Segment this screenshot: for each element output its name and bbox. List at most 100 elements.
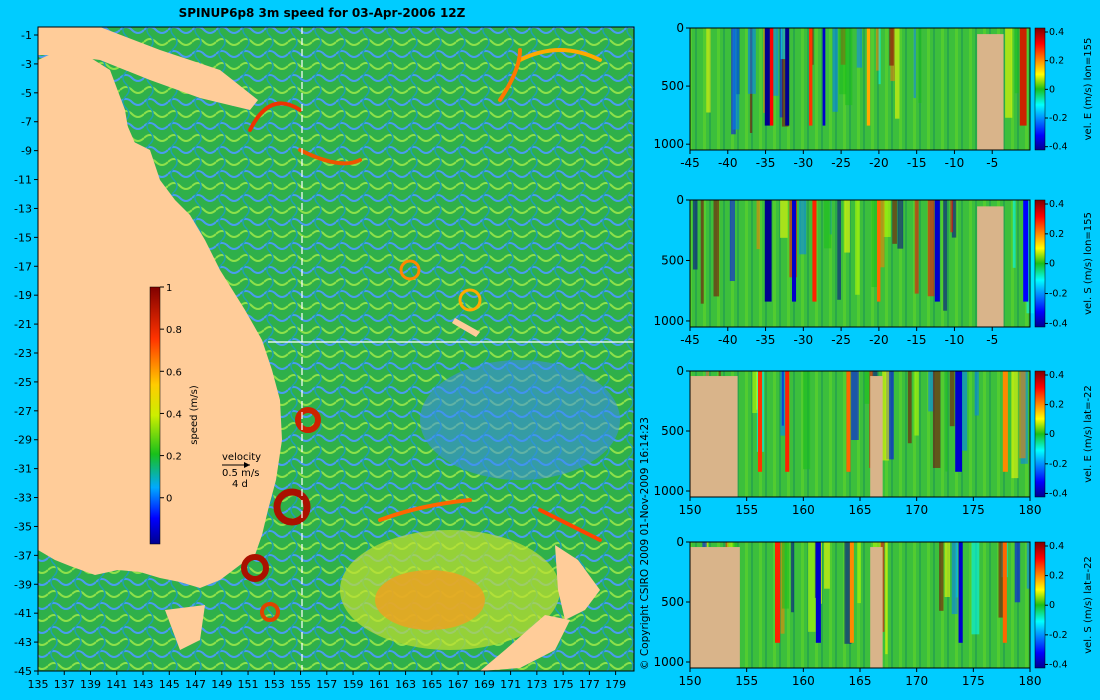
section-title: vel. E (m/s) lon=155 <box>1083 38 1094 141</box>
map-x-tick-label: 149 <box>211 678 232 691</box>
map-x-tick-label: 179 <box>605 678 626 691</box>
section-y-tick-label: 1000 <box>653 484 684 498</box>
speed-colorbar-ticks: 1 0.8 0.6 0.4 0.2 0 <box>160 283 182 505</box>
speed-colorbar-tick-label: 0.6 <box>166 367 182 378</box>
map-x-tick-label: 161 <box>369 678 390 691</box>
velocity-core <box>958 542 963 643</box>
map-x-tick-label: 137 <box>54 678 75 691</box>
velocity-streak <box>943 200 948 311</box>
speed-colorbar-tick-label: 0.8 <box>166 325 182 336</box>
velocity-core <box>792 200 797 302</box>
map-x-tick-label: 171 <box>500 678 521 691</box>
section-colorbar <box>1034 27 1046 151</box>
velocity-streak <box>844 542 852 644</box>
section-x-tick-label: -15 <box>907 333 927 347</box>
map-fast-region <box>375 570 485 630</box>
speed-colorbar-label: speed (m/s) <box>189 385 200 445</box>
velocity-core <box>846 371 851 472</box>
velocity-streak <box>897 200 904 249</box>
eddy-ring <box>399 259 421 281</box>
section-colorbar <box>1034 370 1046 498</box>
speed-colorbar-tick-label: 0.2 <box>166 452 182 463</box>
current-jets <box>248 48 602 542</box>
velocity-core <box>764 200 772 302</box>
map-x-tick-label: 141 <box>106 678 127 691</box>
map-y-tick-label: -17 <box>14 260 32 273</box>
map-x-tick-label: 151 <box>238 678 259 691</box>
map-frame <box>37 26 635 672</box>
section-frame <box>689 199 1031 328</box>
section-y-tick-label: 500 <box>661 253 684 267</box>
velocity-core <box>775 542 781 643</box>
section-colorbar <box>1034 541 1046 669</box>
section-panel: -45 -40 -35 -30 -25 -20 -15 -10 -5 0 500 1000 0.4 0.2… <box>653 21 1094 170</box>
section-y-tick-label: 0 <box>676 364 684 378</box>
velocity-streak <box>824 542 830 589</box>
map-y-tick-label: -31 <box>14 463 32 476</box>
section-x-tick-label: -45 <box>680 156 700 170</box>
velocity-streak <box>856 28 863 68</box>
section-colorbar-tick-label: -0.2 <box>1049 459 1068 470</box>
velocity-core <box>877 200 881 302</box>
map-x-tick-label: 173 <box>526 678 547 691</box>
speed-map: 135 137 139 141 143 145 147 149 151 153 155 157 159 1… <box>14 26 635 691</box>
velocity-core <box>785 371 790 472</box>
new-guinea <box>38 27 258 110</box>
velocity-streak <box>781 542 790 609</box>
velocity-streak <box>864 371 870 404</box>
velocity-streak <box>871 200 879 288</box>
velocity-streak <box>879 200 885 268</box>
eddy-rings <box>241 259 482 622</box>
map-y-tick-label: -45 <box>14 665 32 678</box>
velocity-streak <box>878 28 881 85</box>
map-y-tick-label: -7 <box>21 116 32 129</box>
map-x-tick-label: 135 <box>28 678 49 691</box>
current-jet <box>518 48 602 62</box>
section-colorbar-tick-label: 0.2 <box>1049 571 1064 582</box>
section-colorbar-tick-label: -0.4 <box>1049 318 1068 329</box>
map-y-tick-label: -11 <box>14 174 32 187</box>
velocity-core <box>815 542 821 643</box>
section-panel: 150 155 160 165 170 175 180 0 500 1000 0.4 0.2 0 -0.2… <box>653 535 1094 688</box>
map-y-tick-label: -1 <box>21 29 32 42</box>
velocity-streak <box>824 200 832 249</box>
velocity-streak <box>780 28 789 60</box>
section-x-tick-label: -40 <box>718 333 738 347</box>
map-y-tick-label: -19 <box>14 289 32 302</box>
velocity-streak <box>807 542 816 632</box>
section-x-tick-label: -10 <box>945 156 965 170</box>
velocity-streak <box>729 200 735 281</box>
section-colorbar-tick-label: 0.2 <box>1049 56 1064 67</box>
cape-york <box>122 120 140 195</box>
map-y-tick-label: -29 <box>14 434 32 447</box>
velocity-core <box>849 542 854 643</box>
velocity-streak <box>883 200 891 237</box>
map-y-tick-label: -15 <box>14 231 32 244</box>
velocity-streak <box>945 371 948 472</box>
seafloor-land <box>977 34 1004 150</box>
section-y-tick-label: 500 <box>661 79 684 93</box>
new-zealand-north <box>555 545 600 620</box>
velocity-streak <box>895 28 900 119</box>
section-x-tick-label: 170 <box>905 674 928 688</box>
velocity-core <box>1023 200 1029 302</box>
velocity-streak <box>1019 371 1026 459</box>
velocity-streak <box>851 371 859 441</box>
map-y-axis: -1 -3 -5 -7 -9 -11 -13 -15 -17 -19 -21 -23 -25 -27 -29… <box>14 29 38 678</box>
map-y-tick-label: -23 <box>14 347 32 360</box>
map-x-tick-label: 155 <box>290 678 311 691</box>
seafloor-land <box>870 376 883 497</box>
eddy-ring <box>295 407 321 433</box>
tasmania <box>165 605 205 650</box>
speed-colorbar: 1 0.8 0.6 0.4 0.2 0 speed (m/s) <box>149 283 200 545</box>
section-x-tick-label: -20 <box>869 333 889 347</box>
section-colorbar-tick-label: -0.2 <box>1049 289 1068 300</box>
velocity-streak <box>1014 542 1021 603</box>
velocity-legend-title: velocity <box>222 452 261 463</box>
velocity-streak <box>928 371 934 412</box>
section-y-tick-label: 500 <box>661 424 684 438</box>
seafloor-land <box>977 206 1004 327</box>
section-colorbar-tick-label: -0.2 <box>1049 113 1068 124</box>
velocity-core <box>809 28 813 126</box>
map-y-tick-label: -39 <box>14 578 32 591</box>
